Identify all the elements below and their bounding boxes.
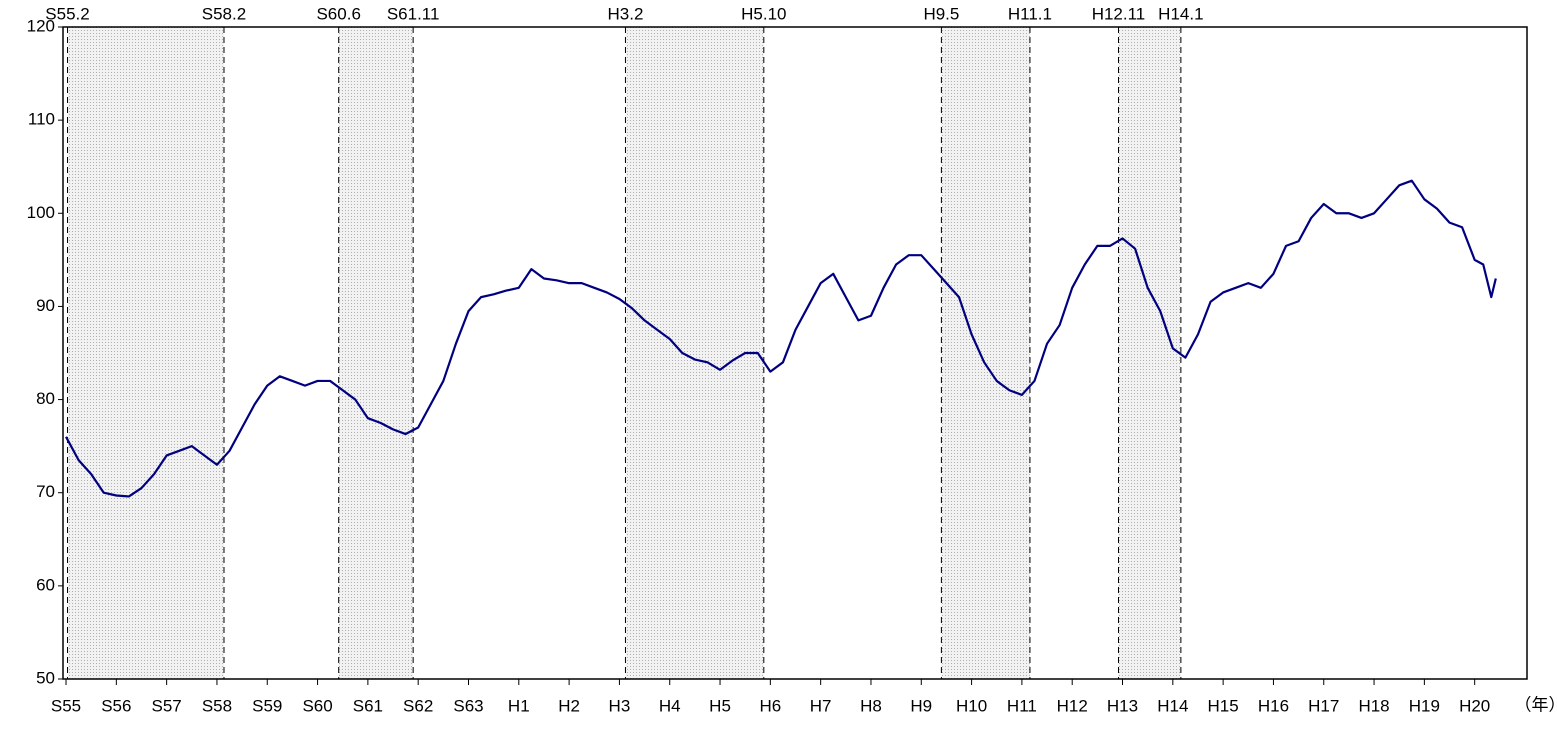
x-tick-label: S61 [353, 696, 383, 715]
x-tick-label: H15 [1208, 696, 1239, 715]
x-tick-label: H14 [1157, 696, 1188, 715]
recession-band [1118, 27, 1180, 679]
y-tick-label: 120 [27, 16, 55, 35]
y-tick-label: 80 [36, 389, 55, 408]
band-label: H9.5 [923, 4, 959, 23]
band-label: H12.11 [1092, 4, 1146, 23]
band-label: H11.1 [1008, 4, 1052, 23]
y-tick-label: 50 [36, 668, 55, 687]
x-tick-label: H3 [609, 696, 631, 715]
band-label: H5.10 [741, 4, 786, 23]
x-tick-label: H18 [1358, 696, 1389, 715]
y-tick-label: 90 [36, 296, 55, 315]
band-label: H3.2 [607, 4, 643, 23]
x-tick-label: H19 [1409, 696, 1440, 715]
x-tick-label: S59 [252, 696, 282, 715]
x-tick-label: S56 [101, 696, 131, 715]
x-tick-label: H11 [1007, 696, 1037, 715]
x-tick-label: H6 [759, 696, 781, 715]
x-tick-label: H12 [1057, 696, 1088, 715]
x-tick-label: S57 [152, 696, 182, 715]
x-tick-label: S62 [403, 696, 433, 715]
y-tick-label: 70 [36, 482, 55, 501]
x-tick-label: H17 [1308, 696, 1339, 715]
band-label: S60.6 [316, 4, 360, 23]
x-tick-label: H2 [558, 696, 580, 715]
plot-frame [63, 27, 1527, 679]
x-tick-label: S63 [453, 696, 483, 715]
x-tick-label: H7 [810, 696, 832, 715]
x-tick-label: S60 [302, 696, 332, 715]
x-tick-label: S55 [51, 696, 81, 715]
x-tick-label: H5 [709, 696, 731, 715]
band-label: S61.11 [387, 4, 440, 23]
x-axis-label: （年） [1515, 695, 1557, 714]
x-tick-label: H16 [1258, 696, 1289, 715]
y-tick-label: 100 [27, 203, 55, 222]
recession-band [68, 27, 224, 679]
x-tick-label: H8 [860, 696, 882, 715]
x-tick-label: H20 [1459, 696, 1490, 715]
recession-band [941, 27, 1030, 679]
x-tick-label: H10 [956, 696, 987, 715]
x-tick-label: S58 [202, 696, 232, 715]
x-tick-label: H4 [659, 696, 681, 715]
y-tick-label: 60 [36, 575, 55, 594]
recession-band [339, 27, 413, 679]
x-tick-label: H9 [910, 696, 932, 715]
band-label: H14.1 [1158, 4, 1203, 23]
x-tick-label: H1 [508, 696, 530, 715]
band-label: S58.2 [202, 4, 246, 23]
x-tick-label: H13 [1107, 696, 1138, 715]
data-line [66, 181, 1496, 497]
y-tick-label: 110 [28, 110, 55, 129]
